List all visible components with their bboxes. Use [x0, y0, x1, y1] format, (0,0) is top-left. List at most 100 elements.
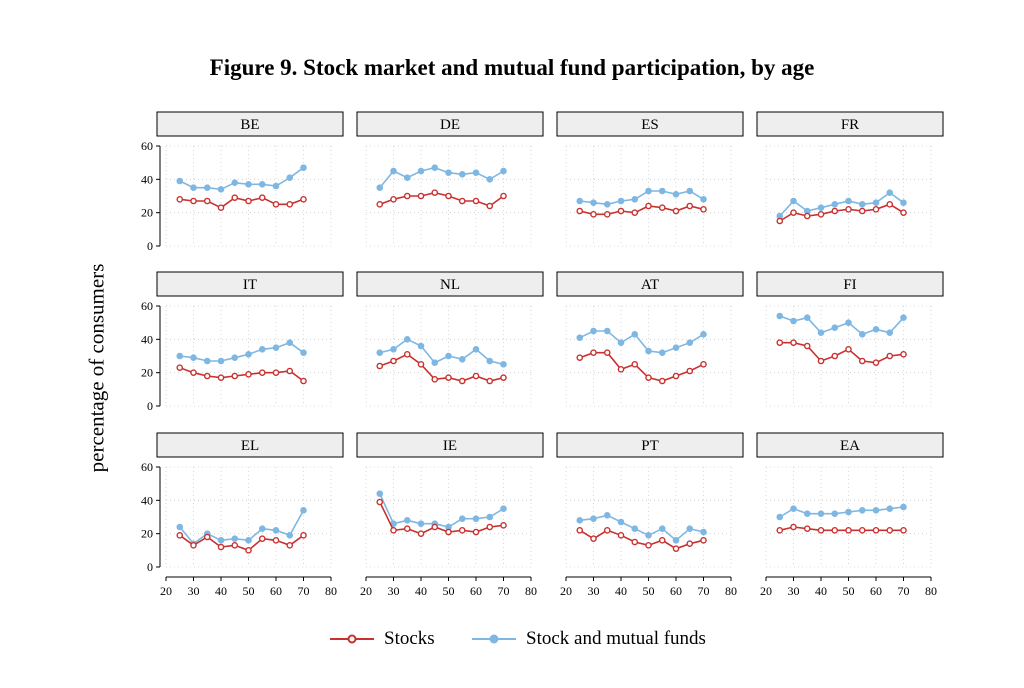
data-point-funds	[817, 329, 825, 336]
data-point-funds	[700, 196, 707, 203]
data-point-stocks	[272, 201, 280, 208]
data-point-funds	[431, 164, 439, 171]
data-point-stocks	[776, 527, 784, 534]
x-tick-label: 70	[898, 584, 910, 598]
data-point-funds	[858, 507, 866, 514]
data-point-stocks	[803, 342, 811, 350]
data-point-funds	[886, 329, 894, 336]
panel-el: EL 0 20 40 60 20 30 40 50 60 70 80	[141, 432, 344, 598]
panel-header	[556, 432, 744, 458]
panel-header	[156, 432, 344, 458]
x-tick-label: 40	[415, 584, 427, 598]
data-point-stocks	[500, 522, 507, 529]
data-point-stocks	[845, 206, 852, 213]
data-point-funds	[817, 204, 825, 211]
y-tick-label: 40	[141, 332, 153, 346]
panel-ie: IE 20 30 40 50 60 70 80	[356, 432, 544, 598]
data-point-funds	[631, 525, 639, 532]
panel-title: BE	[240, 117, 259, 133]
data-point-stocks	[376, 362, 384, 370]
data-point-stocks	[803, 525, 811, 532]
data-point-stocks	[431, 376, 439, 383]
data-point-funds	[831, 510, 839, 517]
data-point-stocks	[603, 527, 611, 534]
data-point-funds	[217, 537, 225, 544]
data-point-funds	[376, 490, 384, 497]
data-point-funds	[286, 174, 294, 181]
panel-title: DE	[440, 117, 460, 133]
data-point-stocks	[858, 527, 866, 534]
data-point-stocks	[176, 364, 184, 371]
panel-header	[756, 111, 944, 137]
data-point-funds	[672, 191, 680, 198]
data-point-funds	[258, 525, 266, 532]
data-point-funds	[417, 342, 425, 350]
data-point-stocks	[700, 361, 707, 368]
data-point-stocks	[686, 202, 694, 210]
data-point-stocks	[858, 357, 866, 365]
data-point-funds	[486, 357, 494, 365]
x-tick-label: 40	[215, 584, 227, 598]
data-point-stocks	[458, 527, 466, 534]
data-point-funds	[300, 349, 307, 356]
legend-label-stocks: Stocks	[384, 628, 435, 649]
data-point-funds	[803, 314, 811, 321]
data-point-stocks	[645, 542, 652, 549]
data-point-funds	[245, 351, 252, 358]
data-point-funds	[176, 352, 184, 360]
data-point-funds	[603, 512, 611, 519]
series-line-funds	[179, 341, 304, 362]
data-point-funds	[486, 513, 494, 521]
series-line-funds	[579, 330, 704, 354]
data-point-stocks	[431, 189, 439, 196]
panel-title: FI	[843, 277, 856, 293]
series-line-funds	[579, 514, 704, 542]
data-point-funds	[631, 331, 639, 338]
data-point-stocks	[886, 201, 894, 208]
data-point-stocks	[900, 351, 907, 358]
data-point-stocks	[645, 374, 652, 381]
x-tick-label: 80	[925, 584, 937, 598]
x-tick-label: 70	[498, 584, 510, 598]
data-point-stocks	[700, 537, 707, 544]
series-line-stocks	[379, 191, 504, 207]
x-tick-label: 20	[560, 584, 572, 598]
data-point-stocks	[486, 523, 494, 531]
data-point-funds	[645, 187, 652, 195]
data-point-stocks	[658, 537, 666, 544]
data-point-stocks	[886, 527, 894, 534]
data-point-funds	[203, 184, 211, 191]
legend-swatch-funds	[472, 634, 516, 644]
data-point-funds	[258, 346, 266, 353]
data-point-funds	[376, 184, 384, 191]
panel-title: EL	[241, 438, 259, 454]
series-line-stocks	[579, 205, 704, 216]
data-point-stocks	[845, 346, 852, 353]
x-tick-label: 40	[815, 584, 827, 598]
panel-title: NL	[440, 277, 460, 293]
panel-header	[756, 432, 944, 458]
data-point-funds	[700, 528, 707, 536]
data-point-stocks	[576, 207, 584, 215]
data-point-funds	[217, 186, 225, 193]
data-point-funds	[603, 201, 611, 208]
data-point-funds	[486, 176, 494, 183]
data-point-stocks	[300, 532, 307, 539]
data-point-stocks	[472, 372, 480, 380]
data-point-funds	[458, 356, 466, 363]
data-point-funds	[431, 359, 439, 366]
data-point-funds	[445, 169, 452, 176]
data-point-funds	[245, 181, 252, 188]
data-point-stocks	[390, 527, 397, 534]
data-point-funds	[617, 518, 625, 526]
legend-swatch-stocks	[330, 634, 374, 644]
data-point-funds	[231, 354, 239, 361]
data-point-stocks	[672, 372, 680, 380]
data-point-stocks	[458, 197, 466, 205]
data-point-funds	[576, 517, 584, 524]
data-point-funds	[231, 179, 239, 186]
data-point-funds	[500, 167, 507, 175]
data-point-funds	[803, 510, 811, 517]
data-point-stocks	[617, 366, 625, 373]
panel-ea: EA 20 30 40 50 60 70 80	[756, 432, 944, 598]
